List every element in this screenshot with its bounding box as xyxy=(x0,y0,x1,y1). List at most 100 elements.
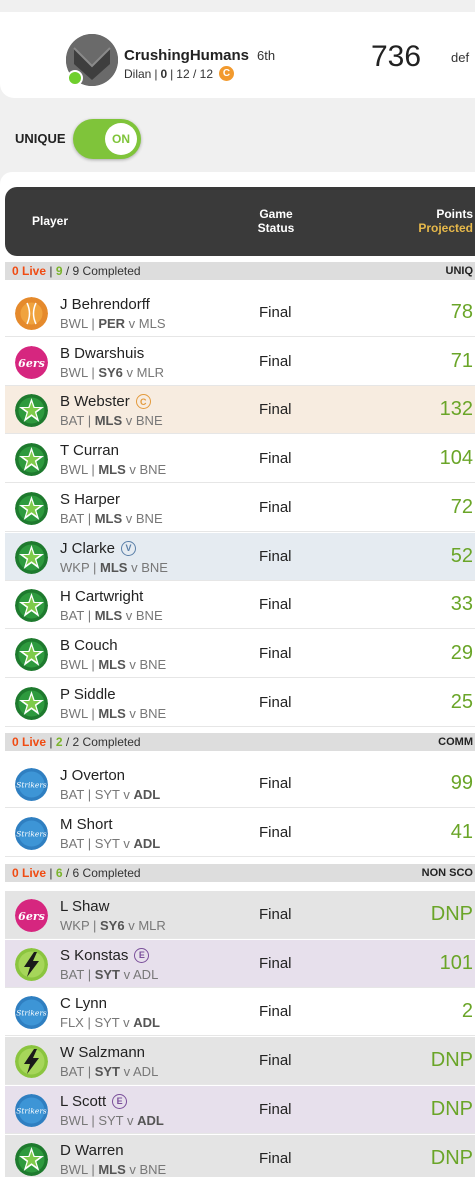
opponent-team: ADL xyxy=(133,787,161,802)
player-role: BWL xyxy=(60,316,88,331)
player-team: MLS xyxy=(94,608,123,624)
player-name[interactable]: J Clarke xyxy=(60,539,116,557)
live-count: 0 Live xyxy=(12,866,47,880)
player-name-wrap: B Dwarshuis xyxy=(60,345,144,362)
player-team: MLS xyxy=(98,462,126,478)
stars-logo-icon xyxy=(15,589,48,623)
game-status: Final xyxy=(259,1003,292,1021)
completed-total: / 9 Completed xyxy=(65,264,141,278)
section-summary: 0 Live | 6 / 6 Completed NON SCO xyxy=(5,864,475,882)
unique-toggle[interactable]: ON xyxy=(73,119,141,159)
player-name[interactable]: C Lynn xyxy=(60,995,107,1013)
table-header: Player Game Status Points Projected xyxy=(5,187,475,256)
player-points: 99 xyxy=(450,772,473,794)
game-status: Final xyxy=(259,823,292,841)
game-status: Final xyxy=(259,304,292,321)
player-role: WKP xyxy=(60,559,90,575)
opponent-team: ADL xyxy=(133,966,159,982)
separator: | xyxy=(170,66,174,81)
table-row[interactable]: B Webster C BAT | MLS v BNE Final 132 xyxy=(5,386,475,435)
svg-text:6ers: 6ers xyxy=(18,910,45,923)
player-points: 33 xyxy=(450,593,473,616)
column-header-status[interactable]: Game Status xyxy=(250,207,302,235)
strikers-logo-icon: Strikers xyxy=(15,1093,48,1127)
live-count: 0 Live xyxy=(12,735,47,749)
table-row[interactable]: Strikers M Short BAT | SYT v ADL Final 41 xyxy=(5,809,475,857)
stars-logo-icon xyxy=(15,637,48,671)
table-row[interactable]: J Clarke V WKP | MLS v BNE Final 52 xyxy=(5,532,475,581)
player-name[interactable]: S Harper xyxy=(60,490,121,508)
player-meta: BWL | MLS v BNE xyxy=(60,462,167,478)
game-status: Final xyxy=(259,954,292,972)
player-team: SYT xyxy=(94,1015,120,1031)
player-name[interactable]: T Curran xyxy=(60,442,119,460)
player-name-wrap: H Cartwright xyxy=(60,588,143,605)
player-name[interactable]: B Webster xyxy=(60,393,130,411)
avatar[interactable] xyxy=(66,34,118,86)
player-team: SY6 xyxy=(100,918,125,933)
column-header-points[interactable]: Points Projected xyxy=(418,207,473,235)
table-row[interactable]: T Curran BWL | MLS v BNE Final 104 xyxy=(5,435,475,484)
player-role: BAT xyxy=(60,835,85,851)
player-name[interactable]: L Scott xyxy=(60,1092,107,1110)
game-status: Final xyxy=(259,1052,292,1070)
player-name[interactable]: B Couch xyxy=(60,636,118,654)
game-status: Final xyxy=(259,547,292,565)
player-team: MLS xyxy=(94,510,123,526)
svg-text:Strikers: Strikers xyxy=(16,1106,47,1115)
player-name[interactable]: S Konstas xyxy=(60,946,129,964)
owner-name: Dilan xyxy=(124,66,152,81)
table-row[interactable]: B Couch BWL | MLS v BNE Final 29 xyxy=(5,630,475,678)
table-row[interactable]: J Behrendorff BWL | PER v MLS Final 78 xyxy=(5,289,475,337)
players-table: Player Game Status Points Projected 0 Li… xyxy=(0,172,475,1177)
stars-logo-icon xyxy=(15,686,48,720)
player-name[interactable]: M Short xyxy=(60,815,113,833)
player-meta: BWL | SYT v ADL xyxy=(60,1112,164,1128)
player-team: MLS xyxy=(98,705,126,721)
player-name-wrap: J Clarke V xyxy=(60,539,137,557)
table-row[interactable]: 6ers B Dwarshuis BWL | SY6 v MLR Final 71 xyxy=(5,338,475,386)
player-name[interactable]: J Behrendorff xyxy=(60,296,150,313)
player-name[interactable]: J Overton xyxy=(60,767,126,784)
table-row[interactable]: P Siddle BWL | MLS v BNE Final 25 xyxy=(5,679,475,727)
table-row[interactable]: Strikers C Lynn FLX | SYT v ADL Final 2 xyxy=(5,988,475,1037)
table-row[interactable]: Strikers L Scott E BWL | SYT v ADL Final DNP xyxy=(5,1085,475,1134)
game-status: Final xyxy=(259,644,292,662)
players-count: 12 / 12 xyxy=(176,66,213,81)
player-name-wrap: T Curran xyxy=(60,442,119,459)
table-row[interactable]: 6ers L Shaw WKP | SY6 v MLR Final DNP xyxy=(5,891,475,939)
toggle-knob[interactable]: ON xyxy=(105,123,137,155)
player-role: BWL xyxy=(60,462,88,478)
game-status: Final xyxy=(259,498,292,516)
player-name[interactable]: L Shaw xyxy=(60,898,110,915)
table-row[interactable]: H Cartwright BAT | MLS v BNE Final 33 xyxy=(5,581,475,630)
table-row[interactable]: W Salzmann BAT | SYT v ADL Final DNP xyxy=(5,1037,475,1086)
opponent-team: BNE xyxy=(139,705,167,721)
player-name[interactable]: H Cartwright xyxy=(60,588,144,606)
table-row[interactable]: S Harper BAT | MLS v BNE Final 72 xyxy=(5,484,475,532)
game-status: Final xyxy=(259,1149,292,1167)
section-summary: 0 Live | 9 / 9 Completed UNIQ xyxy=(5,262,475,280)
thunder-logo-icon xyxy=(15,1045,48,1079)
player-name[interactable]: B Dwarshuis xyxy=(60,344,145,362)
player-meta: FLX | SYT v ADL xyxy=(60,1015,160,1031)
completed-total: / 6 Completed xyxy=(65,866,141,880)
table-row[interactable]: S Konstas E BAT | SYT v ADL Final 101 xyxy=(5,939,475,988)
player-name[interactable]: W Salzmann xyxy=(60,1044,146,1062)
table-row[interactable]: D Warren BWL | MLS v BNE Final DNP xyxy=(5,1134,475,1177)
column-header-player[interactable]: Player xyxy=(32,214,69,228)
player-name[interactable]: P Siddle xyxy=(60,685,116,703)
team-rank: 6th xyxy=(257,48,276,63)
player-team: MLS xyxy=(94,413,123,429)
player-role: BWL xyxy=(60,364,88,380)
emergency-badge-icon: E xyxy=(112,1093,128,1109)
strikers-logo-icon: Strikers xyxy=(15,768,48,801)
column-header-status-line2: Status xyxy=(257,221,295,235)
table-row[interactable]: Strikers J Overton BAT | SYT v ADL Final 99 xyxy=(5,760,475,808)
cricket-ball-icon xyxy=(15,297,48,330)
player-meta: WKP | MLS v BNE xyxy=(60,559,168,575)
team-name[interactable]: CrushingHumans xyxy=(124,47,250,64)
player-role: BWL xyxy=(60,656,88,672)
player-name[interactable]: D Warren xyxy=(60,1141,124,1159)
opponent-team: BNE xyxy=(139,1161,167,1177)
